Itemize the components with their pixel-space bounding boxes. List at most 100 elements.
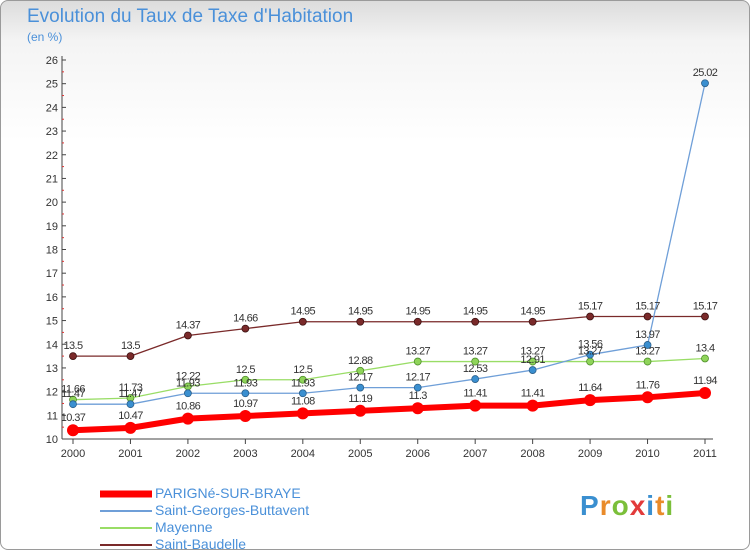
- data-point-mayenne: [586, 357, 594, 366]
- y-tick-label: 18: [46, 245, 58, 257]
- data-label-mayenne: 11.73: [119, 382, 143, 394]
- series-line-saint-georges-buttavent: [73, 83, 706, 405]
- x-tick-label: 2003: [233, 448, 257, 460]
- data-label-parign-sur-braye: 10.37: [61, 412, 86, 424]
- data-point-saint-georges-buttavent: [528, 366, 537, 374]
- data-label-saint-georges-buttavent: 13.97: [635, 329, 660, 341]
- data-point-saint-baudelle: [528, 317, 537, 326]
- data-label-saint-georges-buttavent: 11.93: [234, 377, 258, 389]
- legend-swatch: [100, 543, 152, 546]
- legend-swatch: [100, 490, 152, 497]
- x-tick-label: 2009: [578, 448, 602, 460]
- data-point-saint-baudelle: [298, 317, 307, 326]
- data-label-saint-baudelle: 14.95: [405, 306, 430, 318]
- data-point-saint-baudelle: [701, 312, 709, 321]
- data-label-saint-georges-buttavent: 13.56: [578, 339, 603, 351]
- data-label-mayenne: 13.27: [520, 346, 545, 358]
- data-point-saint-baudelle: [241, 324, 250, 333]
- legend-label: PARIGNé-SUR-BRAYE: [155, 485, 301, 501]
- data-point-parign-sur-braye: [181, 412, 194, 425]
- data-label-parign-sur-braye: 11.64: [578, 382, 602, 394]
- data-point-saint-baudelle: [356, 317, 365, 326]
- y-tick-label: 19: [46, 221, 58, 233]
- data-point-parign-sur-braye: [469, 399, 482, 412]
- data-label-parign-sur-braye: 11.08: [291, 395, 315, 407]
- x-tick-label: 2008: [520, 448, 544, 460]
- series-line-mayenne: [72, 357, 706, 401]
- data-label-mayenne: 13.27: [578, 346, 603, 358]
- data-label-mayenne: 11.66: [61, 384, 85, 396]
- data-point-parign-sur-braye: [526, 399, 539, 412]
- data-label-parign-sur-braye: 11.41: [463, 388, 487, 400]
- data-label-saint-georges-buttavent: 11.47: [119, 388, 143, 400]
- data-point-saint-georges-buttavent: [356, 383, 365, 392]
- data-label-parign-sur-braye: 11.76: [636, 379, 660, 391]
- data-point-mayenne: [413, 357, 422, 366]
- y-tick-label: 17: [46, 268, 58, 280]
- data-label-saint-baudelle: 14.95: [463, 306, 488, 318]
- legend-label: Mayenne: [155, 519, 213, 535]
- data-label-saint-georges-buttavent: 11.47: [61, 388, 85, 400]
- data-label-parign-sur-braye: 11.94: [693, 375, 717, 387]
- data-label-saint-baudelle: 13.5: [121, 340, 140, 352]
- data-label-saint-georges-buttavent: 11.93: [176, 377, 200, 389]
- legend-swatch: [100, 509, 152, 512]
- data-point-mayenne: [356, 366, 365, 375]
- legend-swatch: [100, 526, 152, 529]
- data-point-mayenne: [643, 357, 652, 366]
- data-label-saint-baudelle: 14.37: [176, 319, 201, 331]
- data-label-saint-baudelle: 14.95: [520, 306, 545, 318]
- data-point-mayenne: [241, 375, 250, 384]
- y-tick-label: 11: [47, 410, 58, 422]
- x-tick-label: 2006: [405, 448, 429, 460]
- y-tick-label: 26: [46, 55, 58, 67]
- data-label-saint-georges-buttavent: 25.02: [693, 67, 718, 79]
- y-tick-label: 14: [46, 339, 58, 351]
- data-point-saint-georges-buttavent: [701, 79, 709, 88]
- data-point-parign-sur-braye: [641, 391, 654, 404]
- data-label-mayenne: 13.27: [463, 346, 488, 358]
- data-point-parign-sur-braye: [296, 407, 309, 420]
- data-point-saint-baudelle: [471, 317, 480, 326]
- y-tick-label: 20: [46, 197, 58, 209]
- y-tick-label: 15: [46, 316, 58, 328]
- data-point-saint-baudelle: [643, 312, 652, 321]
- y-tick-label: 24: [46, 102, 58, 114]
- data-point-saint-georges-buttavent: [298, 389, 307, 398]
- data-point-parign-sur-braye: [584, 394, 597, 407]
- data-label-mayenne: 13.27: [405, 346, 430, 358]
- x-tick-label: 2010: [635, 448, 659, 460]
- data-point-parign-sur-braye: [699, 387, 711, 400]
- data-point-saint-baudelle: [184, 331, 192, 340]
- data-point-saint-georges-buttavent: [643, 341, 652, 349]
- data-label-parign-sur-braye: 10.47: [118, 410, 143, 422]
- data-point-mayenne: [298, 375, 307, 384]
- chart-title: Evolution du Taux de Taxe d'Habitation: [27, 6, 354, 27]
- data-label-saint-baudelle: 15.17: [693, 301, 718, 313]
- data-label-saint-georges-buttavent: 12.91: [520, 354, 545, 366]
- data-point-mayenne: [528, 357, 537, 366]
- data-point-saint-baudelle: [126, 352, 135, 360]
- data-label-mayenne: 12.88: [348, 355, 373, 367]
- x-tick-label: 2004: [291, 448, 315, 460]
- x-tick-label: 2005: [348, 448, 372, 460]
- data-label-mayenne: 12.5: [293, 364, 312, 376]
- data-point-saint-georges-buttavent: [586, 350, 594, 359]
- data-point-parign-sur-braye: [354, 404, 367, 417]
- data-label-saint-georges-buttavent: 12.17: [405, 372, 430, 384]
- legend-label: Saint-Georges-Buttavent: [155, 502, 310, 518]
- data-point-parign-sur-braye: [67, 424, 79, 437]
- data-point-saint-georges-buttavent: [69, 400, 77, 409]
- data-label-mayenne: 13.4: [695, 342, 714, 354]
- y-tick-label: 16: [46, 292, 58, 304]
- data-point-saint-baudelle: [413, 317, 422, 326]
- data-label-mayenne: 13.27: [635, 346, 660, 358]
- data-label-saint-baudelle: 14.66: [233, 313, 258, 325]
- y-tick-label: 22: [46, 150, 58, 162]
- data-label-saint-baudelle: 15.17: [578, 301, 603, 313]
- data-label-saint-baudelle: 14.95: [348, 306, 373, 318]
- x-tick-label: 2002: [176, 448, 200, 460]
- data-label-saint-georges-buttavent: 11.93: [291, 377, 315, 389]
